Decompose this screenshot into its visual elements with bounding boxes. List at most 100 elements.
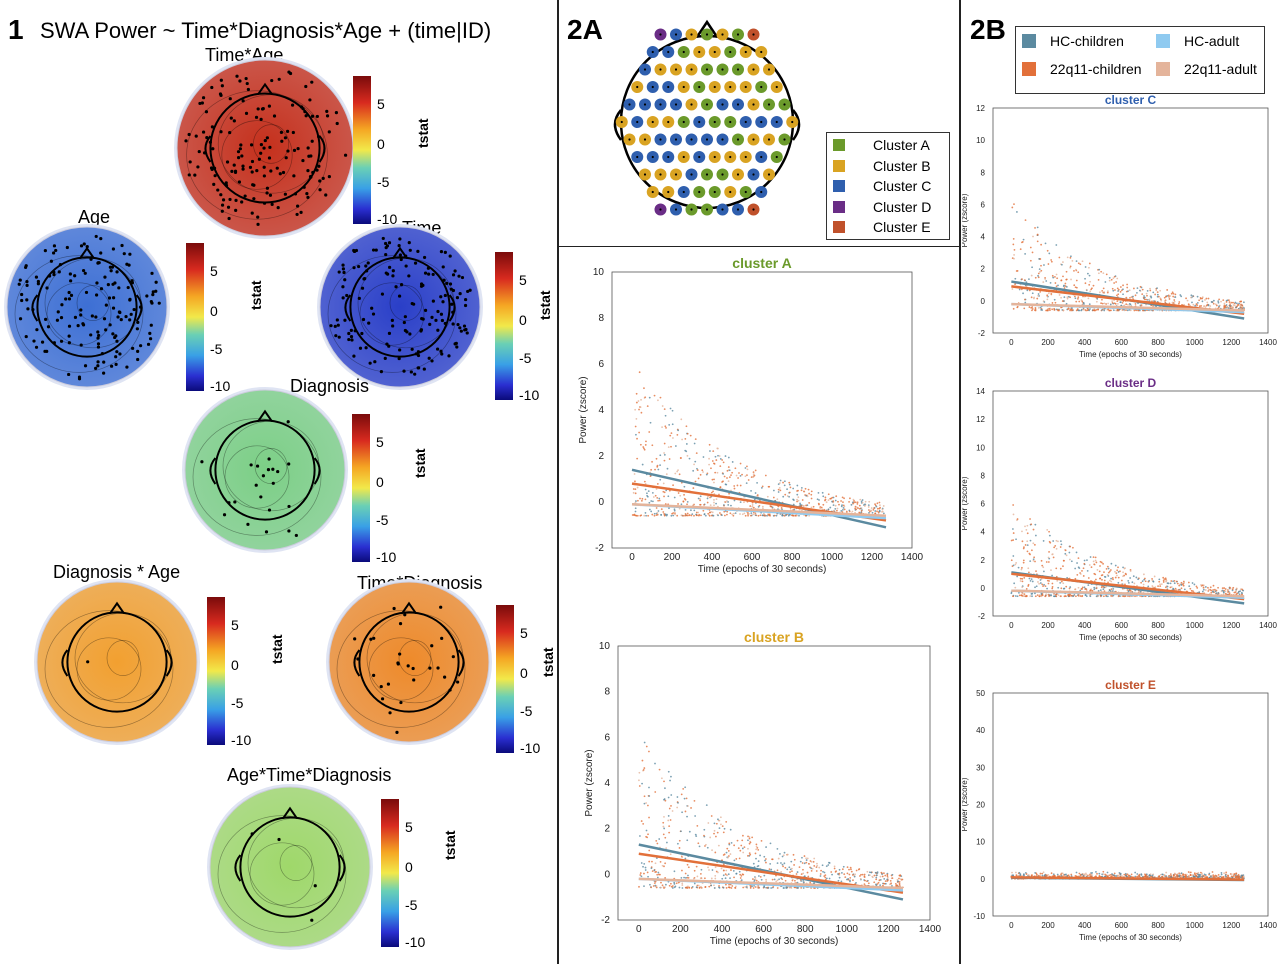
colorbar-tick: -5: [376, 512, 389, 528]
colorbar-tick: 0: [405, 859, 413, 875]
plot-title: cluster C: [1105, 93, 1157, 107]
x-tick-label: 1000: [1186, 921, 1204, 930]
y-tick-label: 4: [598, 405, 604, 416]
colorbar-label: tstat: [442, 830, 458, 860]
x-tick-label: 1400: [919, 924, 942, 935]
topo-title-age: Age: [78, 207, 111, 227]
x-tick-label: 400: [704, 552, 721, 563]
y-tick-label: 8: [981, 168, 986, 177]
colorbar-label: tstat: [415, 118, 431, 148]
x-tick-label: 800: [784, 552, 801, 563]
y-tick-label: 4: [981, 233, 986, 242]
plot-title: cluster A: [732, 258, 791, 271]
colorbar-label: tstat: [540, 647, 556, 677]
topo-title-diagnosis: Diagnosis: [290, 376, 370, 396]
topo-map-time: [317, 224, 483, 390]
y-tick-label: 6: [598, 359, 604, 370]
colorbar-tick: -10: [519, 387, 539, 402]
legend-item-hc-children: HC-children: [1022, 33, 1124, 49]
y-tick-label: 20: [976, 801, 985, 810]
colorbar-diagnosis-age: 5 0 -5 -10: [207, 597, 251, 747]
x-tick-label: 1200: [1222, 921, 1240, 930]
colorbar-diagnosis: 5 0 -5 -10: [352, 414, 396, 564]
legend-item-cluster-e: Cluster E: [833, 219, 931, 235]
y-tick-label: 14: [976, 387, 985, 396]
scatter-cluster-e: cluster E 0 200 400 600 800 1000 1200 1400 -10 0 10…: [962, 678, 1277, 942]
x-tick-label: 800: [1151, 621, 1165, 630]
group-legend: HC-children HC-adult 22q11-children 22q11-a…: [1015, 26, 1265, 94]
divider-left: [557, 0, 559, 964]
legend-item-cluster-c: Cluster C: [833, 178, 931, 194]
trend-line-22q11-adult: [1011, 302, 1245, 312]
colorbar-tick: -5: [377, 174, 390, 190]
x-tick-label: 600: [1115, 621, 1129, 630]
legend-swatch: [1156, 62, 1170, 76]
colorbar-time: 5 0 -5 -10: [495, 252, 539, 402]
y-tick-label: 2: [604, 824, 610, 835]
legend-label: HC-adult: [1184, 33, 1240, 49]
y-tick-label: 10: [976, 443, 985, 452]
plot-title: cluster B: [744, 629, 804, 645]
x-tick-label: 0: [1009, 338, 1014, 347]
colorbar-label: tstat: [248, 280, 264, 310]
colorbar-tick: -10: [231, 732, 251, 747]
y-axis-label: Power (zscore): [962, 476, 969, 530]
trend-line-22q11-adult: [1011, 589, 1245, 598]
x-tick-label: 0: [629, 552, 635, 563]
x-tick-label: 1000: [1186, 338, 1204, 347]
divider-right: [959, 0, 961, 964]
y-tick-label: 2: [981, 265, 986, 274]
colorbar-age: 5 0 -5 -10: [186, 243, 230, 393]
topo-map-time-age: [174, 57, 356, 239]
x-axis-label: Time (epochs of 30 seconds): [698, 564, 827, 575]
colorbar-time-age: 5 0 -5 -10: [353, 76, 397, 226]
x-tick-label: 600: [1115, 338, 1129, 347]
y-tick-label: 8: [604, 687, 610, 698]
x-tick-label: 0: [636, 924, 642, 935]
colorbar-tick: 0: [377, 136, 385, 152]
colorbar-tick: 0: [519, 312, 527, 328]
y-axis-label: Power (zscore): [962, 777, 969, 831]
y-tick-label: 12: [976, 104, 985, 113]
legend-item-22q11-adult: 22q11-adult: [1156, 61, 1257, 77]
legend-swatch: [1156, 34, 1170, 48]
colorbar-tick: 0: [210, 303, 218, 319]
y-tick-label: 2: [598, 451, 604, 462]
x-tick-label: 1400: [1259, 338, 1277, 347]
x-axis-label: Time (epochs of 30 seconds): [1079, 633, 1182, 642]
legend-swatch: [833, 139, 845, 151]
colorbar-tick: 5: [376, 434, 384, 450]
legend-label: HC-children: [1050, 33, 1124, 49]
colorbar-tick: 0: [520, 665, 528, 681]
topo-map-age: [4, 224, 170, 390]
colorbar-tick: -10: [405, 934, 425, 949]
x-tick-label: 1000: [1186, 621, 1204, 630]
x-tick-label: 400: [1078, 621, 1092, 630]
x-tick-label: 0: [1009, 921, 1014, 930]
y-tick-label: -2: [601, 915, 610, 926]
legend-label: Cluster E: [873, 219, 931, 235]
colorbar-tick: -10: [520, 740, 540, 755]
y-tick-label: 6: [604, 732, 610, 743]
y-tick-label: 30: [976, 763, 985, 772]
y-axis-label: Power (zscore): [962, 193, 969, 247]
legend-item-22q11-children: 22q11-children: [1022, 61, 1142, 77]
y-tick-label: 8: [981, 471, 986, 480]
y-tick-label: 6: [981, 500, 986, 509]
scatter-cluster-b: cluster B 0 200 400 600 800 1000 1200 1400 -2 0 2 4 6…: [584, 629, 942, 947]
legend-item-hc-adult: HC-adult: [1156, 33, 1239, 49]
x-axis-label: Time (epochs of 30 seconds): [710, 936, 839, 947]
colorbar-tick: 0: [231, 657, 239, 673]
colorbar-tick: -5: [405, 897, 418, 913]
x-tick-label: 600: [755, 924, 772, 935]
legend-label: 22q11-adult: [1184, 61, 1257, 77]
colorbar-tick: -5: [231, 695, 244, 711]
electrode-montage: [613, 19, 801, 216]
scatter-cluster-a: cluster A 0 200 400 600 800 1000 1200 1400 -2 0 2 4 6…: [578, 258, 924, 575]
y-tick-label: -10: [973, 912, 985, 921]
colorbar-tick: -10: [377, 211, 397, 226]
x-tick-label: 200: [672, 924, 689, 935]
plot-title: cluster E: [1105, 678, 1156, 692]
legend-label: Cluster A: [873, 137, 930, 153]
x-tick-label: 1000: [821, 552, 844, 563]
